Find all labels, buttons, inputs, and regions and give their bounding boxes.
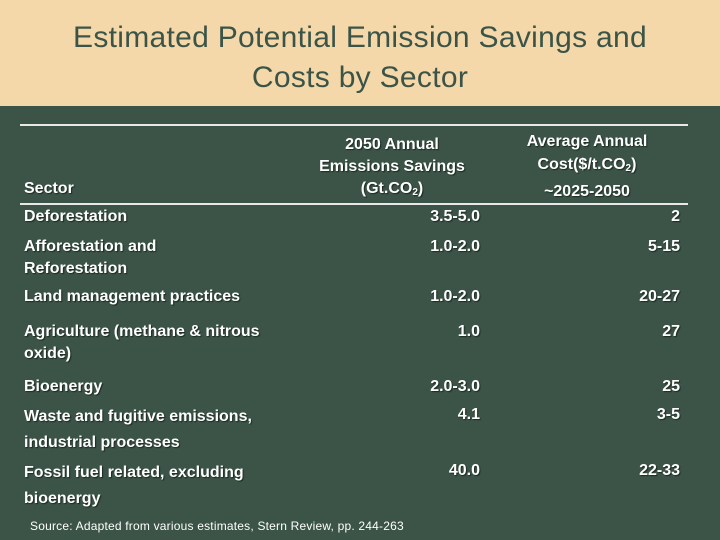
row-3-cost: 20-27 xyxy=(639,288,680,305)
row-3-sector: Land management practices xyxy=(24,288,241,305)
row-6-sector: Waste and fugitive emissions, industrial… xyxy=(24,408,252,451)
header-rule xyxy=(20,203,688,205)
row-4-savings: 1.0 xyxy=(457,323,480,340)
header-sector: Sector xyxy=(24,180,74,197)
row-6-savings: 4.1 xyxy=(457,406,480,423)
row-3-savings: 1.0-2.0 xyxy=(430,288,480,305)
header-cost-line3: ~2025-2050 xyxy=(544,183,630,200)
source-note: Source: Adapted from various estimates, … xyxy=(30,519,404,533)
title-line-1: Estimated Potential Emission Savings and xyxy=(73,21,647,54)
row-4-cost: 27 xyxy=(662,323,680,340)
row-4-sector: Agriculture (methane & nitrous oxide) xyxy=(24,323,260,362)
row-7-cost: 22-33 xyxy=(639,462,680,479)
title-line-2: Costs by Sector xyxy=(251,61,469,94)
row-7-savings: 40.0 xyxy=(448,462,480,479)
slide-title: Estimated Potential Emission Savings and… xyxy=(0,18,720,98)
row-5-cost: 25 xyxy=(662,378,680,395)
title-band xyxy=(0,0,720,106)
row-6-cost: 3-5 xyxy=(656,406,680,423)
row-1-savings: 3.5-5.0 xyxy=(430,208,480,225)
header-cost-line2: Cost($/t.CO2) xyxy=(537,156,637,174)
row-2-cost: 5-15 xyxy=(647,238,680,255)
row-1-sector: Deforestation xyxy=(24,208,128,225)
row-5-sector: Bioenergy xyxy=(24,378,103,395)
header-savings: 2050 Annual Emissions Savings (Gt.CO2) xyxy=(292,134,492,204)
table-top-rule xyxy=(20,124,688,126)
row-1-cost: 2 xyxy=(671,208,680,225)
header-savings-line3: (Gt.CO2) xyxy=(360,180,424,198)
row-7-sector: Fossil fuel related, excluding bioenergy xyxy=(24,464,244,507)
header-cost-line1: Average Annual xyxy=(526,133,648,150)
row-5-savings: 2.0-3.0 xyxy=(430,378,480,395)
header-savings-line2: Emissions Savings xyxy=(319,158,465,175)
row-2-savings: 1.0-2.0 xyxy=(430,238,480,255)
header-savings-line1: 2050 Annual xyxy=(345,136,439,153)
header-cost: Average Annual Cost($/t.CO2) ~2025-2050 xyxy=(492,130,682,203)
row-2-sector: Afforestation and Reforestation xyxy=(24,238,157,277)
